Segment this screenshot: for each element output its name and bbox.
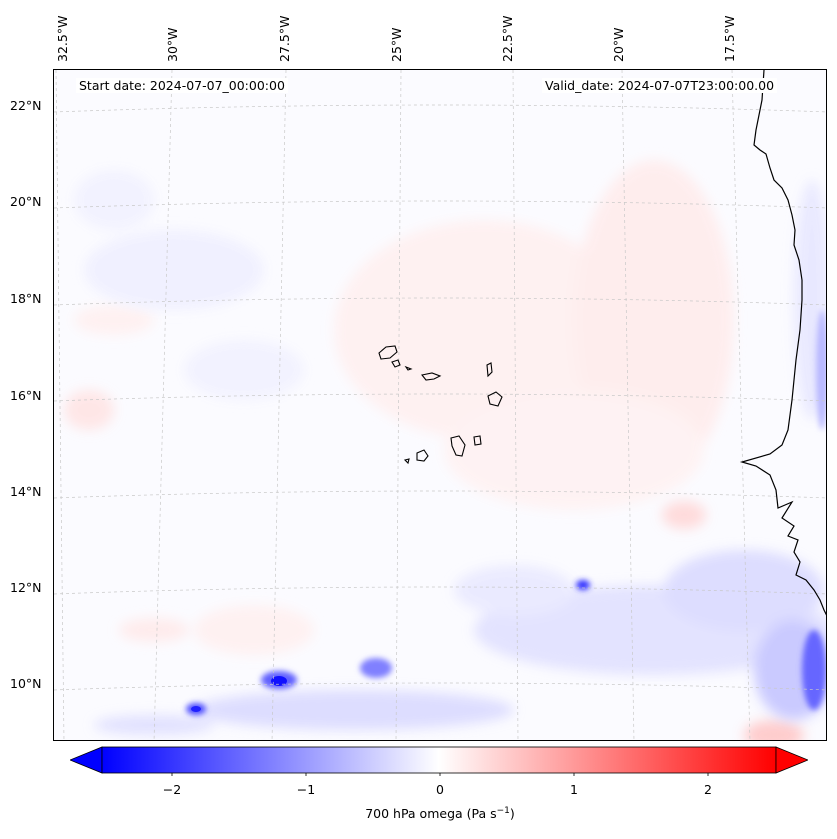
valid-date-label: Valid_date: 2024-07-07T23:00:00.00 xyxy=(542,78,777,93)
colorbar-label: 700 hPa omega (Pa s−1) xyxy=(0,806,837,821)
colorbar-tick-label: −2 xyxy=(163,782,181,797)
lat-label-16n: 16°N xyxy=(10,388,42,403)
lon-label-20w: 20°W xyxy=(611,27,626,62)
colorbar-label-exponent: −1 xyxy=(497,806,510,816)
start-date-label: Start date: 2024-07-07_00:00:00 xyxy=(76,78,288,93)
lon-label-32-5w: 32.5°W xyxy=(55,16,70,62)
lon-label-17-5w: 17.5°W xyxy=(722,16,737,62)
colorbar-label-close: ) xyxy=(510,806,515,821)
lat-label-10n: 10°N xyxy=(10,676,42,691)
lat-label-20n: 20°N xyxy=(10,194,42,209)
lat-label-12n: 12°N xyxy=(10,580,42,595)
colorbar-tick-label: −1 xyxy=(297,782,315,797)
lat-label-22n: 22°N xyxy=(10,98,42,113)
colorbar-body xyxy=(102,747,776,773)
lat-label-18n: 18°N xyxy=(10,291,42,306)
colorbar-tick-label: 0 xyxy=(436,782,444,797)
omega-field-map xyxy=(54,70,827,741)
colorbar-tick-label: 1 xyxy=(570,782,578,797)
lat-label-14n: 14°N xyxy=(10,484,42,499)
strong-negative-core-south xyxy=(191,706,201,712)
map-panel xyxy=(53,69,827,741)
colorbar-extend-min xyxy=(70,747,102,773)
lon-label-30w: 30°W xyxy=(165,27,180,62)
colorbar-tick-label: 2 xyxy=(704,782,712,797)
lon-label-27-5w: 27.5°W xyxy=(277,16,292,62)
colorbar-extend-max xyxy=(776,747,808,773)
lon-label-25w: 25°W xyxy=(389,27,404,62)
colorbar-label-text: 700 hPa omega (Pa s xyxy=(365,806,496,821)
lon-label-22-5w: 22.5°W xyxy=(500,16,515,62)
colorbar xyxy=(70,746,808,776)
